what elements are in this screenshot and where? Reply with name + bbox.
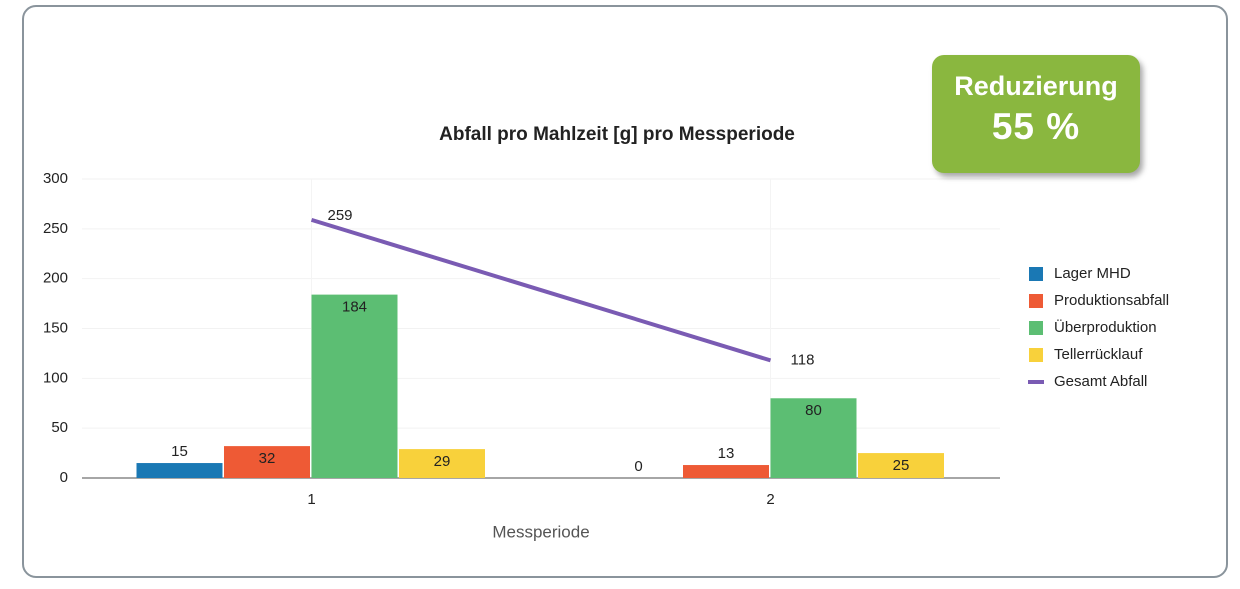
legend-swatch xyxy=(1029,267,1043,281)
x-tick-label: 1 xyxy=(307,491,315,508)
legend-label: Tellerrücklauf xyxy=(1054,346,1143,363)
bar xyxy=(136,463,223,478)
y-tick-label: 200 xyxy=(43,270,68,287)
badge-label: Reduzierung xyxy=(954,71,1118,101)
x-tick-label: 2 xyxy=(766,491,774,508)
data-label: 15 xyxy=(171,443,188,460)
data-label: 25 xyxy=(893,457,910,474)
frame xyxy=(22,5,1228,578)
chart-title: Abfall pro Mahlzeit [g] pro Messperiode xyxy=(439,124,795,145)
data-label: 29 xyxy=(434,453,451,470)
y-tick-label: 0 xyxy=(60,469,68,486)
y-tick-label: 300 xyxy=(43,170,68,187)
badge: Reduzierung 55 % xyxy=(932,55,1140,173)
legend-label: Gesamt Abfall xyxy=(1054,373,1147,390)
line-data-label: 259 xyxy=(328,207,353,224)
data-label: 0 xyxy=(634,458,642,475)
data-label: 32 xyxy=(259,450,276,467)
bar xyxy=(858,453,944,478)
bar xyxy=(683,465,769,478)
data-label: 13 xyxy=(718,445,735,462)
legend-swatch xyxy=(1029,348,1043,362)
legend-label: Lager MHD xyxy=(1054,265,1131,282)
y-tick-label: 150 xyxy=(43,319,68,336)
data-label: 184 xyxy=(342,299,367,316)
y-tick-label: 50 xyxy=(51,419,68,436)
legend-swatch xyxy=(1029,321,1043,335)
bar xyxy=(770,398,857,478)
legend-label: Überproduktion xyxy=(1054,318,1157,336)
data-label: 80 xyxy=(805,402,822,419)
legend-label: Produktionsabfall xyxy=(1054,292,1169,309)
bar xyxy=(224,446,310,478)
bar xyxy=(311,294,398,478)
y-tick-label: 100 xyxy=(43,369,68,386)
line-data-label: 118 xyxy=(791,351,815,368)
x-axis-label: Messperiode xyxy=(492,522,589,541)
badge-value: 55 % xyxy=(991,106,1081,147)
bar xyxy=(399,449,485,478)
legend-swatch xyxy=(1029,294,1043,308)
line xyxy=(310,217,772,363)
y-tick-label: 250 xyxy=(43,220,68,237)
